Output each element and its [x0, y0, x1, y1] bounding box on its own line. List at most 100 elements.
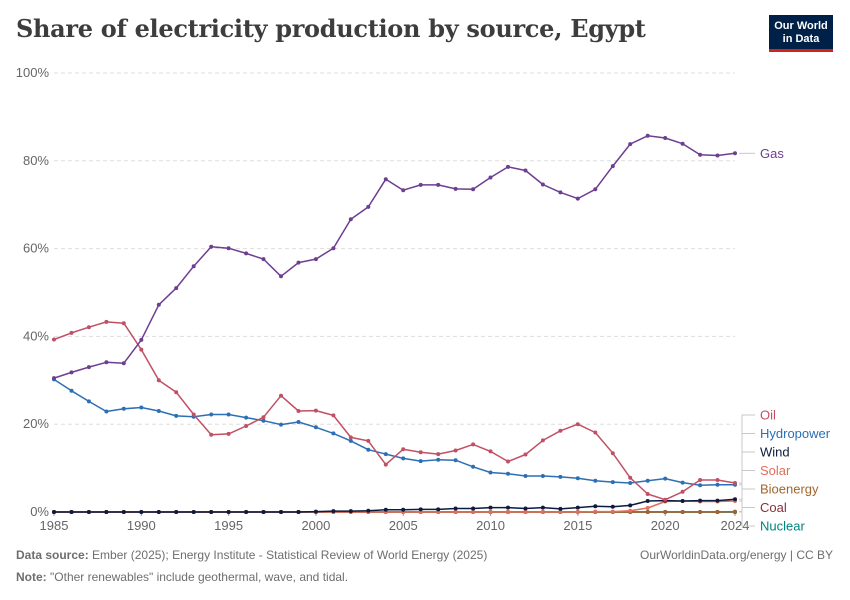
data-point[interactable] [366, 438, 371, 443]
data-point[interactable] [121, 321, 126, 326]
data-point[interactable] [558, 428, 563, 433]
data-point[interactable] [156, 409, 161, 413]
data-point[interactable] [628, 142, 633, 147]
data-point[interactable] [174, 413, 179, 418]
data-point[interactable] [226, 431, 231, 436]
data-point[interactable] [156, 302, 161, 307]
data-point[interactable] [523, 452, 528, 457]
series-line-gas[interactable] [53, 135, 736, 379]
data-point[interactable] [348, 217, 353, 222]
data-point[interactable] [471, 442, 476, 447]
data-point[interactable] [488, 510, 493, 514]
data-point[interactable] [279, 393, 283, 398]
data-point[interactable] [680, 141, 685, 146]
data-point[interactable] [733, 509, 737, 514]
data-point[interactable] [348, 435, 353, 440]
data-point[interactable] [645, 133, 650, 138]
data-point[interactable] [645, 510, 650, 514]
series-line-wind[interactable] [54, 498, 736, 513]
legend-label-oil[interactable]: Oil [760, 408, 776, 423]
data-point[interactable] [261, 257, 266, 262]
data-point[interactable] [663, 476, 668, 481]
data-point[interactable] [698, 498, 703, 503]
data-point[interactable] [366, 204, 371, 209]
data-point[interactable] [488, 470, 493, 475]
data-point[interactable] [104, 319, 109, 324]
series-wind[interactable] [52, 497, 737, 514]
data-point[interactable] [540, 182, 545, 187]
data-point[interactable] [698, 483, 703, 488]
data-point[interactable] [52, 510, 56, 514]
data-point[interactable] [610, 480, 615, 485]
data-point[interactable] [663, 136, 668, 140]
data-point[interactable] [593, 430, 598, 435]
data-point[interactable] [488, 449, 493, 454]
data-point[interactable] [104, 409, 109, 414]
data-point[interactable] [506, 505, 510, 510]
data-point[interactable] [733, 481, 737, 485]
data-point[interactable] [401, 188, 406, 193]
data-point[interactable] [226, 510, 231, 514]
data-point[interactable] [52, 376, 56, 381]
series-oil[interactable] [52, 319, 737, 502]
data-point[interactable] [453, 458, 458, 463]
data-point[interactable] [139, 337, 144, 342]
series-hydropower[interactable] [52, 377, 737, 488]
data-point[interactable] [383, 507, 388, 512]
data-point[interactable] [540, 505, 545, 510]
data-point[interactable] [418, 450, 423, 455]
data-point[interactable] [645, 506, 650, 510]
data-point[interactable] [453, 448, 458, 453]
legend-label-bioenergy[interactable]: Bioenergy [760, 482, 819, 497]
data-point[interactable] [121, 510, 126, 514]
data-point[interactable] [209, 412, 214, 417]
data-point[interactable] [715, 153, 720, 158]
data-point[interactable] [593, 478, 598, 483]
data-point[interactable] [680, 489, 685, 494]
data-point[interactable] [471, 187, 476, 192]
data-point[interactable] [698, 152, 703, 157]
data-point[interactable] [436, 452, 441, 457]
data-point[interactable] [418, 182, 423, 187]
data-point[interactable] [453, 506, 458, 511]
data-point[interactable] [226, 246, 231, 251]
data-point[interactable] [139, 405, 144, 410]
legend-label-gas[interactable]: Gas [760, 146, 784, 161]
data-point[interactable] [506, 164, 510, 169]
data-point[interactable] [436, 182, 441, 187]
data-point[interactable] [523, 474, 528, 478]
data-point[interactable] [593, 187, 598, 192]
data-point[interactable] [663, 510, 668, 514]
data-point[interactable] [209, 510, 214, 514]
data-point[interactable] [540, 474, 545, 478]
data-point[interactable] [226, 412, 231, 417]
data-point[interactable] [558, 474, 563, 479]
data-point[interactable] [540, 510, 545, 514]
data-point[interactable] [715, 478, 720, 482]
data-point[interactable] [296, 260, 301, 265]
data-point[interactable] [69, 388, 74, 393]
data-point[interactable] [244, 510, 249, 514]
data-point[interactable] [244, 415, 249, 420]
data-point[interactable] [471, 464, 476, 469]
data-point[interactable] [558, 190, 563, 195]
data-point[interactable] [575, 510, 580, 514]
data-point[interactable] [628, 508, 633, 513]
series-line-hydropower[interactable] [53, 378, 735, 486]
data-point[interactable] [453, 510, 458, 514]
data-point[interactable] [645, 478, 650, 483]
data-point[interactable] [645, 499, 650, 503]
data-point[interactable] [313, 408, 318, 413]
data-point[interactable] [401, 507, 406, 512]
data-point[interactable] [558, 510, 563, 514]
data-point[interactable] [191, 510, 196, 514]
data-point[interactable] [244, 424, 249, 428]
data-point[interactable] [383, 177, 388, 182]
data-point[interactable] [331, 413, 336, 418]
data-point[interactable] [86, 399, 91, 404]
data-point[interactable] [366, 508, 371, 513]
data-point[interactable] [261, 415, 266, 420]
data-point[interactable] [628, 481, 633, 485]
data-point[interactable] [139, 510, 144, 514]
data-point[interactable] [680, 510, 685, 514]
